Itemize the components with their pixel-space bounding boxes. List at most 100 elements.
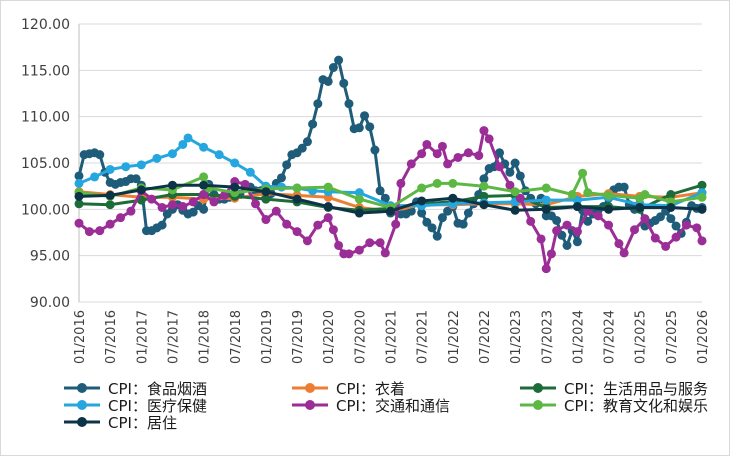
data-point: [536, 234, 546, 244]
data-point: [437, 213, 447, 223]
data-point: [105, 190, 115, 200]
data-point: [240, 179, 250, 189]
data-point: [640, 190, 650, 200]
data-point: [136, 160, 146, 170]
data-point: [370, 145, 380, 155]
data-point: [671, 232, 681, 242]
data-point: [354, 208, 364, 218]
data-point: [365, 122, 375, 132]
data-point: [245, 167, 255, 177]
data-point: [328, 63, 338, 73]
data-point: [463, 208, 473, 218]
x-tick-label: 07/2019: [291, 310, 306, 364]
data-point: [261, 215, 271, 225]
data-point: [546, 249, 556, 259]
x-tick-label: 07/2017: [166, 310, 181, 364]
data-point: [199, 142, 209, 152]
data-point: [458, 219, 468, 229]
x-tick-label: 01/2025: [634, 310, 649, 364]
x-tick-label: 01/2024: [571, 310, 586, 364]
data-point: [526, 216, 536, 226]
data-point: [417, 208, 427, 218]
data-point: [136, 185, 146, 195]
data-point: [230, 182, 240, 192]
data-point: [230, 158, 240, 168]
data-point: [84, 227, 94, 237]
data-point: [692, 223, 702, 233]
data-point: [604, 190, 614, 200]
data-point: [650, 233, 660, 243]
data-point: [292, 227, 302, 237]
y-tick-label: 95.00: [30, 249, 70, 265]
data-point: [697, 204, 707, 214]
data-point: [443, 159, 453, 169]
data-point: [199, 180, 209, 190]
data-point: [479, 181, 489, 191]
x-tick-label: 01/2026: [696, 310, 711, 364]
data-point: [619, 182, 629, 192]
data-point: [380, 193, 390, 203]
data-point: [479, 200, 489, 210]
data-point: [375, 238, 385, 248]
data-point: [541, 195, 551, 205]
data-point: [448, 178, 458, 188]
y-axis: 90.00 95.00 100.00 105.00 110.00 115.00 120.00: [21, 17, 70, 311]
data-point: [105, 200, 115, 210]
data-point: [406, 206, 416, 216]
data-point: [178, 202, 188, 212]
data-point: [74, 171, 84, 181]
data-point: [261, 187, 271, 197]
data-point: [302, 236, 312, 246]
data-point: [302, 137, 312, 147]
data-point: [510, 158, 520, 168]
x-tick-label: 07/2022: [478, 310, 493, 364]
data-point: [74, 218, 84, 228]
data-point: [583, 188, 593, 198]
data-point: [666, 190, 676, 200]
x-tick-label: 07/2021: [416, 310, 431, 364]
series-group: [74, 55, 707, 274]
data-point: [308, 119, 318, 129]
data-point: [552, 215, 562, 225]
x-tick-label: 01/2016: [73, 310, 88, 364]
data-point: [354, 188, 364, 198]
data-point: [360, 111, 370, 121]
data-point: [339, 78, 349, 88]
x-tick-label: 01/2018: [198, 310, 213, 364]
data-point: [199, 172, 209, 182]
x-tick-label: 01/2021: [385, 310, 400, 364]
data-point: [640, 214, 650, 224]
data-point: [167, 180, 177, 190]
data-point: [188, 197, 198, 207]
data-point: [515, 193, 525, 203]
data-point: [541, 183, 551, 193]
y-tick-label: 105.00: [21, 156, 70, 172]
x-tick-label: 07/2018: [229, 310, 244, 364]
data-point: [593, 211, 603, 221]
data-point: [282, 160, 292, 170]
data-point: [313, 220, 323, 230]
data-point: [697, 192, 707, 202]
gridlines: [78, 23, 702, 303]
data-point: [354, 123, 364, 133]
data-point: [344, 249, 354, 259]
data-point: [74, 199, 84, 209]
data-point: [188, 207, 198, 217]
data-point: [157, 202, 167, 212]
data-point: [541, 204, 551, 214]
data-point: [391, 219, 401, 229]
data-point: [282, 219, 292, 229]
data-point: [515, 171, 525, 181]
data-point: [614, 239, 624, 249]
data-point: [432, 178, 442, 188]
data-point: [214, 150, 224, 160]
data-point: [152, 153, 162, 163]
data-point: [323, 202, 333, 212]
data-point: [167, 200, 177, 210]
data-point: [183, 133, 193, 143]
data-point: [219, 190, 229, 200]
data-point: [323, 76, 333, 86]
data-point: [448, 193, 458, 203]
data-point: [328, 225, 338, 235]
y-tick-label: 120.00: [21, 17, 70, 33]
